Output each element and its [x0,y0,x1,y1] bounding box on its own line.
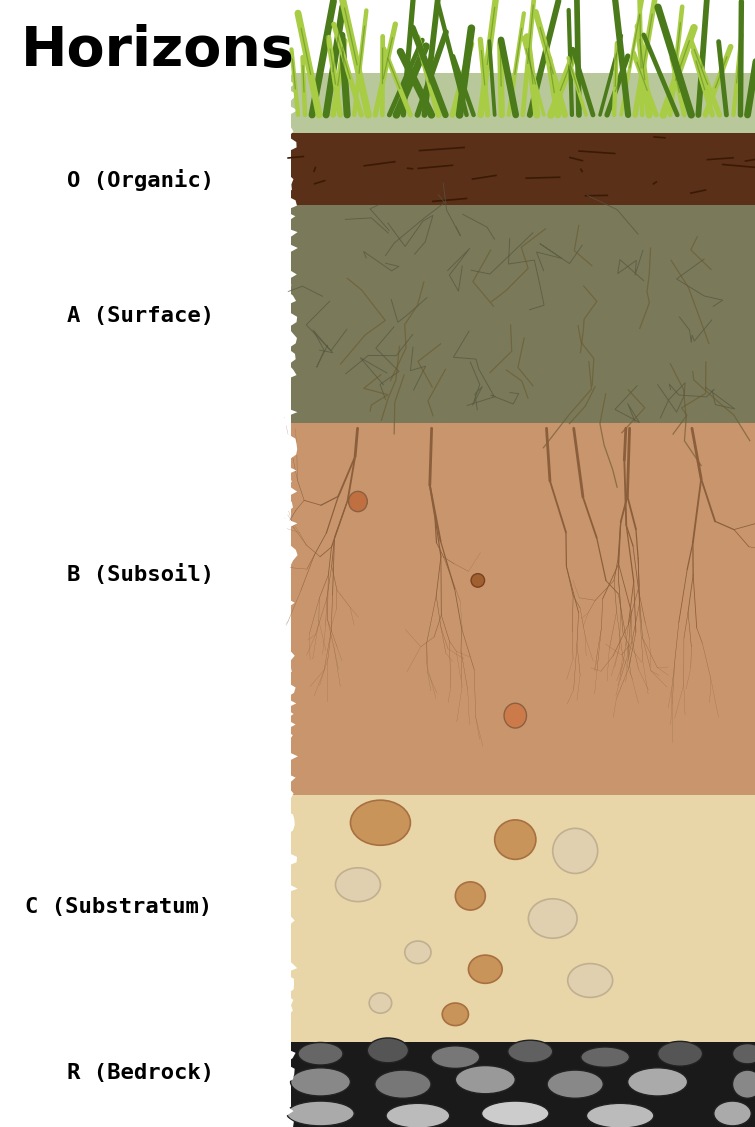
Ellipse shape [547,1071,603,1098]
Bar [291,795,755,1042]
Ellipse shape [581,1047,630,1067]
Ellipse shape [350,800,411,845]
Ellipse shape [627,1068,688,1095]
Ellipse shape [442,1003,468,1026]
Text: A (Surface): A (Surface) [67,305,214,326]
Ellipse shape [386,1103,450,1127]
Text: O (Organic): O (Organic) [67,169,214,192]
Ellipse shape [508,1040,553,1063]
Ellipse shape [658,1041,703,1066]
Text: R (Bedrock): R (Bedrock) [67,1063,214,1083]
Ellipse shape [732,1071,755,1098]
Ellipse shape [349,491,368,512]
Ellipse shape [528,899,577,938]
Ellipse shape [405,941,431,964]
Ellipse shape [298,1042,343,1065]
Ellipse shape [368,1038,408,1063]
Bar [291,133,755,205]
Bar [291,73,755,135]
Ellipse shape [482,1101,549,1126]
Ellipse shape [369,993,392,1013]
Ellipse shape [495,820,536,859]
Text: C (Substratum): C (Substratum) [25,897,212,917]
Bar [291,205,755,423]
Text: Horizons: Horizons [21,24,294,78]
Text: B (Subsoil): B (Subsoil) [67,565,214,585]
Ellipse shape [287,1101,354,1126]
Ellipse shape [455,1066,515,1093]
Ellipse shape [374,1071,431,1098]
Bar [291,1042,755,1127]
Ellipse shape [568,964,612,997]
Ellipse shape [504,703,526,728]
Ellipse shape [732,1044,755,1064]
Ellipse shape [553,828,598,873]
Ellipse shape [713,1101,751,1126]
Ellipse shape [471,574,485,587]
Bar [291,423,755,795]
Ellipse shape [455,881,485,911]
Ellipse shape [468,955,502,983]
Ellipse shape [291,1068,350,1095]
Ellipse shape [587,1103,654,1127]
Ellipse shape [335,868,381,902]
Ellipse shape [431,1046,479,1068]
